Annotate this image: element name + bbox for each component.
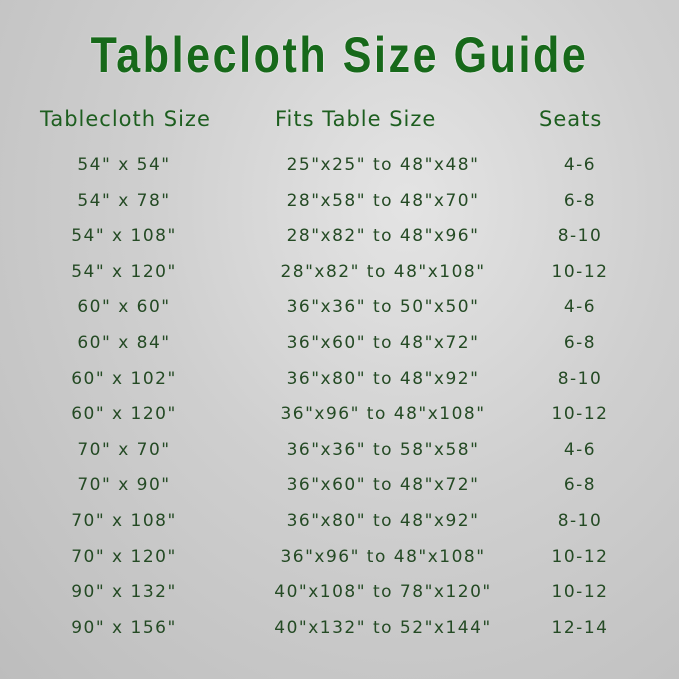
tablecloth-size-cell: 60" x 60" [77,297,171,318]
seats-cell: 6-8 [563,475,597,496]
tablecloth-size-cell: 90" x 132" [71,582,177,603]
tablecloth-size-cell: 70" x 90" [77,475,171,496]
seats-cell: 4-6 [563,155,597,175]
tablecloth-size-cell: 54" x 108" [71,226,177,247]
fits-table-size-cell: 36"x36" to 58"x58" [286,439,480,460]
table-row: 60" x 102" 36"x80" to 48"x92" 8-10 [0,369,679,399]
tablecloth-size-cell: 70" x 108" [71,511,177,531]
tablecloth-size-cell: 54" x 120" [71,261,177,282]
seats-cell: 8-10 [557,226,603,247]
header-seats: Seats [539,107,603,131]
tablecloth-size-cell: 70" x 70" [77,439,171,460]
fits-table-size-cell: 36"x60" to 48"x72" [286,333,480,353]
fits-table-size-cell: 28"x58" to 48"x70" [286,190,480,211]
table-row: 70" x 90" 36"x60" to 48"x72" 6-8 [0,475,679,505]
table-row: 90" x 156" 40"x132" to 52"x144" 12-14 [0,618,679,648]
seats-cell: 10-12 [551,261,609,282]
page-title: Tablecloth Size Guide [90,27,589,83]
seats-cell: 8-10 [557,368,603,389]
seats-cell: 4-6 [563,439,597,460]
tablecloth-size-cell: 60" x 120" [71,404,177,425]
fits-table-size-cell: 36"x80" to 48"x92" [286,511,480,531]
fits-table-size-cell: 40"x132" to 52"x144" [274,617,492,638]
fits-table-size-cell: 36"x60" to 48"x72" [286,475,480,496]
table-row: 54" x 120" 28"x82" to 48"x108" 10-12 [0,262,679,292]
fits-table-size-cell: 28"x82" to 48"x96" [286,226,480,247]
seats-cell: 6-8 [563,190,597,211]
seats-cell: 4-6 [563,297,597,318]
table-row: 90" x 132" 40"x108" to 78"x120" 10-12 [0,582,679,612]
tablecloth-size-cell: 70" x 120" [71,546,177,567]
seats-cell: 10-12 [551,546,609,567]
header-tablecloth-size: Tablecloth Size [40,107,211,131]
tablecloth-size-cell: 90" x 156" [71,617,177,638]
table-row: 70" x 70" 36"x36" to 58"x58" 4-6 [0,440,679,470]
table-row: 54" x 108" 28"x82" to 48"x96" 8-10 [0,226,679,256]
seats-cell: 10-12 [551,582,609,603]
fits-table-size-cell: 28"x82" to 48"x108" [280,261,486,282]
seats-cell: 8-10 [557,511,603,531]
table-row: 60" x 60" 36"x36" to 50"x50" 4-6 [0,297,679,327]
table-row: 60" x 84" 36"x60" to 48"x72" 6-8 [0,333,679,363]
fits-table-size-cell: 25"x25" to 48"x48" [286,155,480,175]
tablecloth-size-cell: 60" x 102" [71,368,177,389]
header-fits-table-size: Fits Table Size [275,107,437,131]
table-row: 54" x 78" 28"x58" to 48"x70" 6-8 [0,191,679,221]
seats-cell: 12-14 [551,617,609,638]
tablecloth-size-cell: 60" x 84" [77,333,171,353]
tablecloth-size-cell: 54" x 78" [77,190,171,211]
seats-cell: 6-8 [563,333,597,353]
table-row: 70" x 120" 36"x96" to 48"x108" 10-12 [0,547,679,577]
table-row: 54" x 54" 25"x25" to 48"x48" 4-6 [0,155,679,185]
table-row: 60" x 120" 36"x96" to 48"x108" 10-12 [0,404,679,434]
fits-table-size-cell: 36"x80" to 48"x92" [286,368,480,389]
tablecloth-size-cell: 54" x 54" [77,155,171,175]
seats-cell: 10-12 [551,404,609,425]
table-row: 70" x 108" 36"x80" to 48"x92" 8-10 [0,511,679,541]
fits-table-size-cell: 36"x96" to 48"x108" [280,546,486,567]
fits-table-size-cell: 40"x108" to 78"x120" [274,582,492,603]
fits-table-size-cell: 36"x96" to 48"x108" [280,404,486,425]
fits-table-size-cell: 36"x36" to 50"x50" [286,297,480,318]
